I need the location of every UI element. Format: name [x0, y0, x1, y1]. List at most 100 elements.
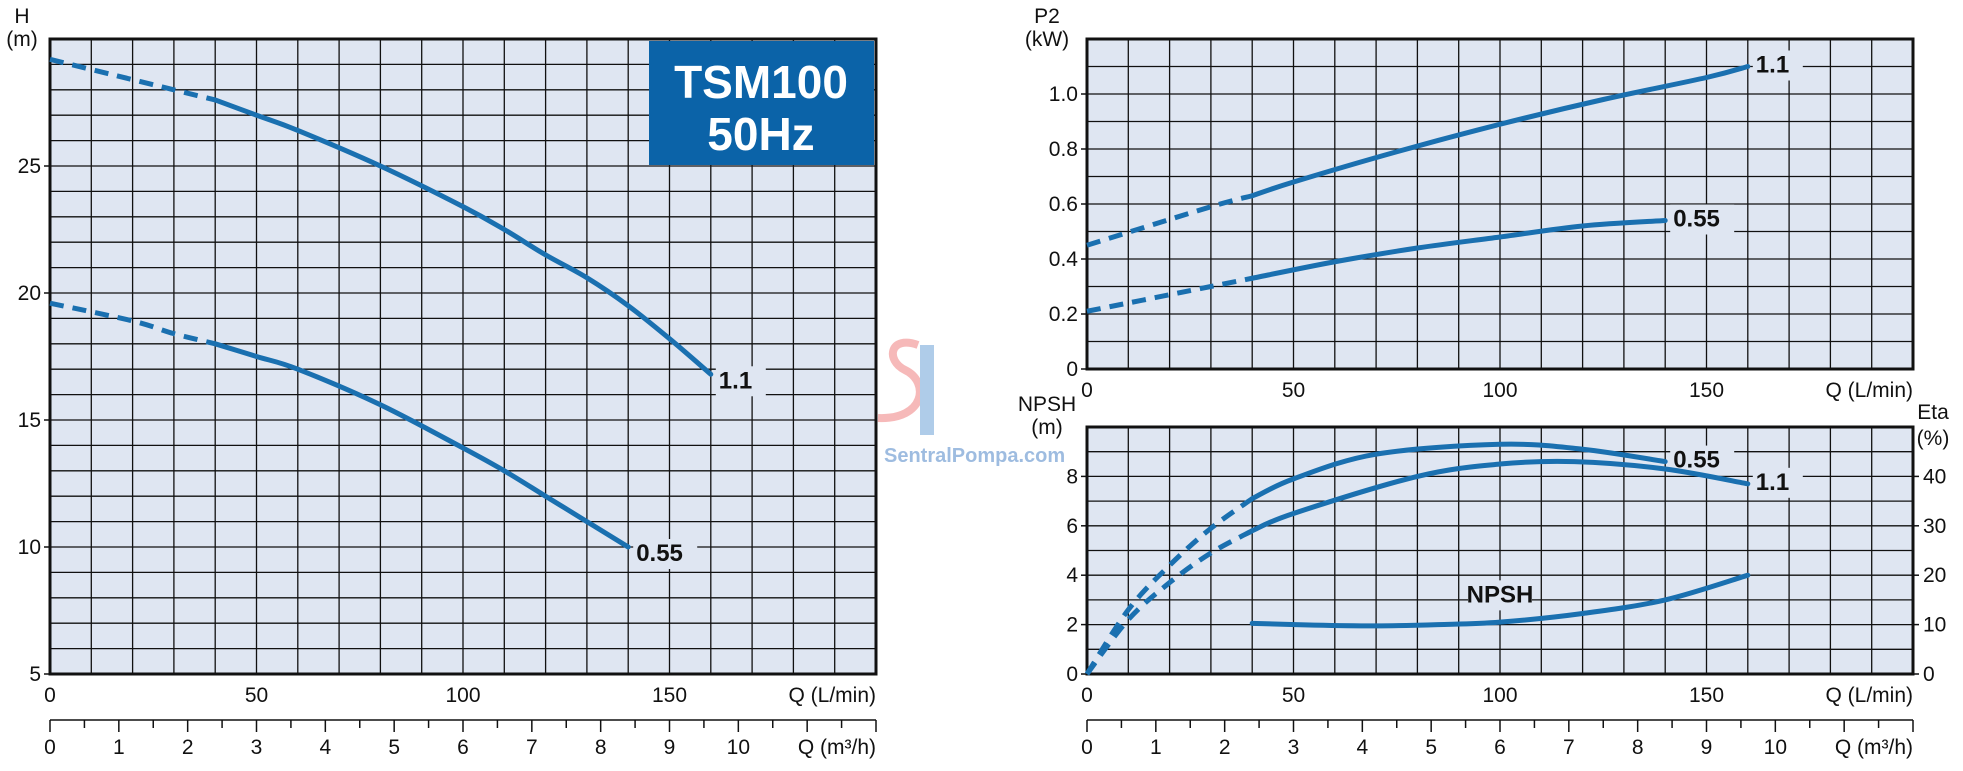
x-tick-label: 50 [1282, 379, 1305, 402]
x2-tick-label: 8 [1632, 736, 1644, 759]
curve-solid-segment [1249, 441, 1668, 502]
y2-tick-label: 20 [1923, 564, 1946, 587]
y2-tick-label: 0 [1923, 663, 1935, 686]
curve-label-background [1468, 580, 1532, 611]
y-tick-label: 15 [18, 409, 41, 432]
y-tick-label: 0.4 [1049, 248, 1079, 271]
y2-tick-label: 10 [1923, 614, 1946, 637]
series-1-1: 1.1 [1086, 50, 1803, 248]
curve-solid-segment [1249, 458, 1751, 534]
x-tick-label: 50 [1282, 684, 1305, 707]
curve-label: 0.55 [636, 540, 683, 567]
x2-tick-label: 9 [1701, 736, 1713, 759]
x2-tick-label: 1 [113, 736, 125, 759]
curve-solid-segment [1249, 572, 1751, 629]
y-tick-label: 10 [18, 536, 41, 559]
watermark-pump-icon [920, 345, 934, 435]
x2-tick-label: 2 [1219, 736, 1231, 759]
x2-tick-label: 4 [319, 736, 331, 759]
x2-tick-label: 6 [457, 736, 469, 759]
y-axis-label: H [14, 5, 29, 28]
x-tick-label: 0 [1081, 379, 1093, 402]
series-1-1: 1.1 [49, 56, 766, 397]
y-tick-label: 8 [1066, 465, 1078, 488]
x-tick-label: 100 [1482, 379, 1517, 402]
curve-label: 0.55 [1673, 206, 1720, 233]
x2-tick-label: 0 [1081, 736, 1093, 759]
x2-tick-label: 5 [1425, 736, 1437, 759]
y2-axis-unit: (%) [1917, 427, 1950, 450]
frequency-label: 50Hz [707, 108, 814, 160]
curve-dashed-segment [1084, 496, 1254, 676]
curve-label-background [1752, 467, 1803, 498]
curve-dashed-segment [49, 300, 216, 347]
curve-solid-segment [1249, 64, 1751, 199]
title-box-background [649, 41, 874, 165]
curve-label-background [1752, 50, 1803, 81]
model-name: TSM100 [674, 56, 848, 108]
y-tick-label: 5 [29, 663, 41, 686]
x-tick-label: 0 [44, 684, 56, 707]
y-tick-label: 0.8 [1049, 138, 1078, 161]
curve-dashed-segment [1086, 193, 1253, 248]
watermark-logo: SentralPompa.com [877, 338, 1065, 467]
y-tick-label: 0.6 [1049, 193, 1078, 216]
curve-label: NPSH [1467, 581, 1534, 608]
x2-tick-label: 5 [388, 736, 400, 759]
y-tick-label: 4 [1066, 564, 1078, 587]
y-axis-unit: (m) [1031, 416, 1062, 439]
curve-label-background [1670, 204, 1735, 235]
curve-label-background [633, 539, 698, 569]
x-tick-label: 150 [1689, 684, 1724, 707]
series-0-55: 0.55 [49, 300, 698, 569]
watermark-swoosh [877, 338, 924, 423]
curve-dashed-segment [1085, 528, 1254, 676]
series-0-55: 0.55 [1084, 441, 1735, 676]
y-axis-unit: (kW) [1025, 28, 1069, 51]
x2-axis-label: Q (m³/h) [1835, 736, 1913, 759]
y-tick-label: 0 [1066, 358, 1078, 381]
x2-tick-label: 1 [1150, 736, 1162, 759]
chart-2: 0 0.2 0.4 0.6 0.8 1.0 P2(kW) 0 50 100 150 Q (L/min)… [1025, 5, 1915, 402]
x-tick-label: 150 [1689, 379, 1724, 402]
x2-tick-label: 7 [526, 736, 538, 759]
x2-tick-label: 10 [727, 736, 750, 759]
series-0-55: 0.55 [1086, 204, 1735, 314]
curve-solid-segment [212, 97, 714, 377]
y-tick-label: 25 [18, 155, 41, 178]
plot-border [48, 37, 878, 676]
x-axis-label: Q (L/min) [1825, 379, 1913, 402]
x2-tick-label: 8 [595, 736, 607, 759]
curve-label: 1.1 [1756, 52, 1789, 79]
x-tick-label: 150 [652, 684, 687, 707]
x2-tick-label: 2 [182, 736, 194, 759]
y2-tick-label: 40 [1923, 465, 1946, 488]
x2-tick-label: 7 [1563, 736, 1575, 759]
y-axis-label: P2 [1034, 5, 1060, 28]
x2-tick-label: 9 [664, 736, 676, 759]
series-1-1: 1.1 [1085, 458, 1803, 676]
x-tick-label: 100 [1482, 684, 1517, 707]
x2-tick-label: 3 [1288, 736, 1300, 759]
x-tick-label: 50 [245, 684, 268, 707]
x2-tick-label: 10 [1764, 736, 1787, 759]
y-tick-label: 0 [1066, 663, 1078, 686]
x-axis-label: Q (L/min) [788, 684, 876, 707]
y-axis-label: NPSH [1018, 393, 1076, 416]
plot-border [1085, 425, 1915, 676]
curve-solid-segment [1249, 218, 1668, 281]
x2-tick-label: 0 [44, 736, 56, 759]
y-tick-label: 20 [18, 282, 41, 305]
y-tick-label: 0.2 [1049, 303, 1078, 326]
y-tick-label: 2 [1066, 614, 1078, 637]
y-tick-label: 1.0 [1049, 83, 1078, 106]
x2-tick-label: 3 [251, 736, 263, 759]
x2-tick-label: 4 [1356, 736, 1368, 759]
curve-dashed-segment [1086, 275, 1253, 314]
y2-axis-label: Eta [1917, 401, 1949, 424]
curve-solid-segment [212, 341, 631, 550]
y2-tick-label: 30 [1923, 515, 1946, 538]
